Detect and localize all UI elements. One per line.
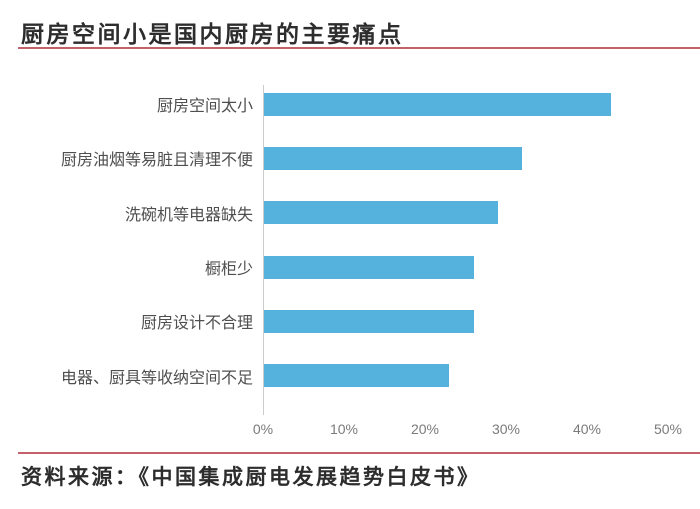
category-label: 厨房空间太小 [156, 98, 253, 116]
bar [263, 255, 474, 279]
chart-plot [263, 294, 700, 348]
bar [263, 146, 523, 170]
category-label: 厨房油烟等易脏且清理不便 [60, 152, 253, 170]
source-divider [18, 452, 700, 454]
x-tick-label: 50% [653, 421, 683, 437]
chart-plot [263, 349, 700, 403]
y-axis-line [263, 85, 264, 415]
chart-rows: 厨房空间太小 厨房油烟等易脏且清理不便 洗碗机等电器缺失 橱柜少 厨房设计不合理… [0, 77, 700, 403]
x-tick-label: 20% [410, 421, 440, 437]
x-tick-label: 0% [252, 421, 274, 437]
bar [263, 92, 612, 116]
chart-plot [263, 77, 700, 131]
category-label: 厨房设计不合理 [140, 315, 253, 333]
x-tick-label: 30% [491, 421, 521, 437]
bar [263, 201, 498, 225]
category-label: 电器、厨具等收纳空间不足 [60, 369, 253, 387]
category-label: 洗碗机等电器缺失 [124, 206, 253, 224]
chart-row: 电器、厨具等收纳空间不足 [0, 349, 700, 403]
source-note: 资料来源：《中国集成厨电发展趋势白皮书》 [21, 466, 481, 489]
page-title: 厨房空间小是国内厨房的主要痛点 [21, 21, 404, 47]
bar [263, 364, 450, 388]
chart-plot [263, 131, 700, 185]
chart-row: 洗碗机等电器缺失 [0, 186, 700, 240]
bar [263, 309, 474, 333]
bar-chart: 厨房空间太小 厨房油烟等易脏且清理不便 洗碗机等电器缺失 橱柜少 厨房设计不合理… [0, 77, 700, 415]
chart-row: 厨房空间太小 [0, 77, 700, 131]
chart-plot [263, 186, 700, 240]
chart-row: 橱柜少 [0, 240, 700, 294]
chart-plot [263, 240, 700, 294]
x-tick-label: 10% [329, 421, 359, 437]
chart-row: 厨房油烟等易脏且清理不便 [0, 131, 700, 185]
chart-row: 厨房设计不合理 [0, 294, 700, 348]
category-label: 橱柜少 [204, 261, 253, 279]
x-axis: 0% 10% 20% 30% 40% 50% [253, 421, 682, 441]
title-underline [18, 47, 700, 49]
x-tick-label: 40% [572, 421, 602, 437]
